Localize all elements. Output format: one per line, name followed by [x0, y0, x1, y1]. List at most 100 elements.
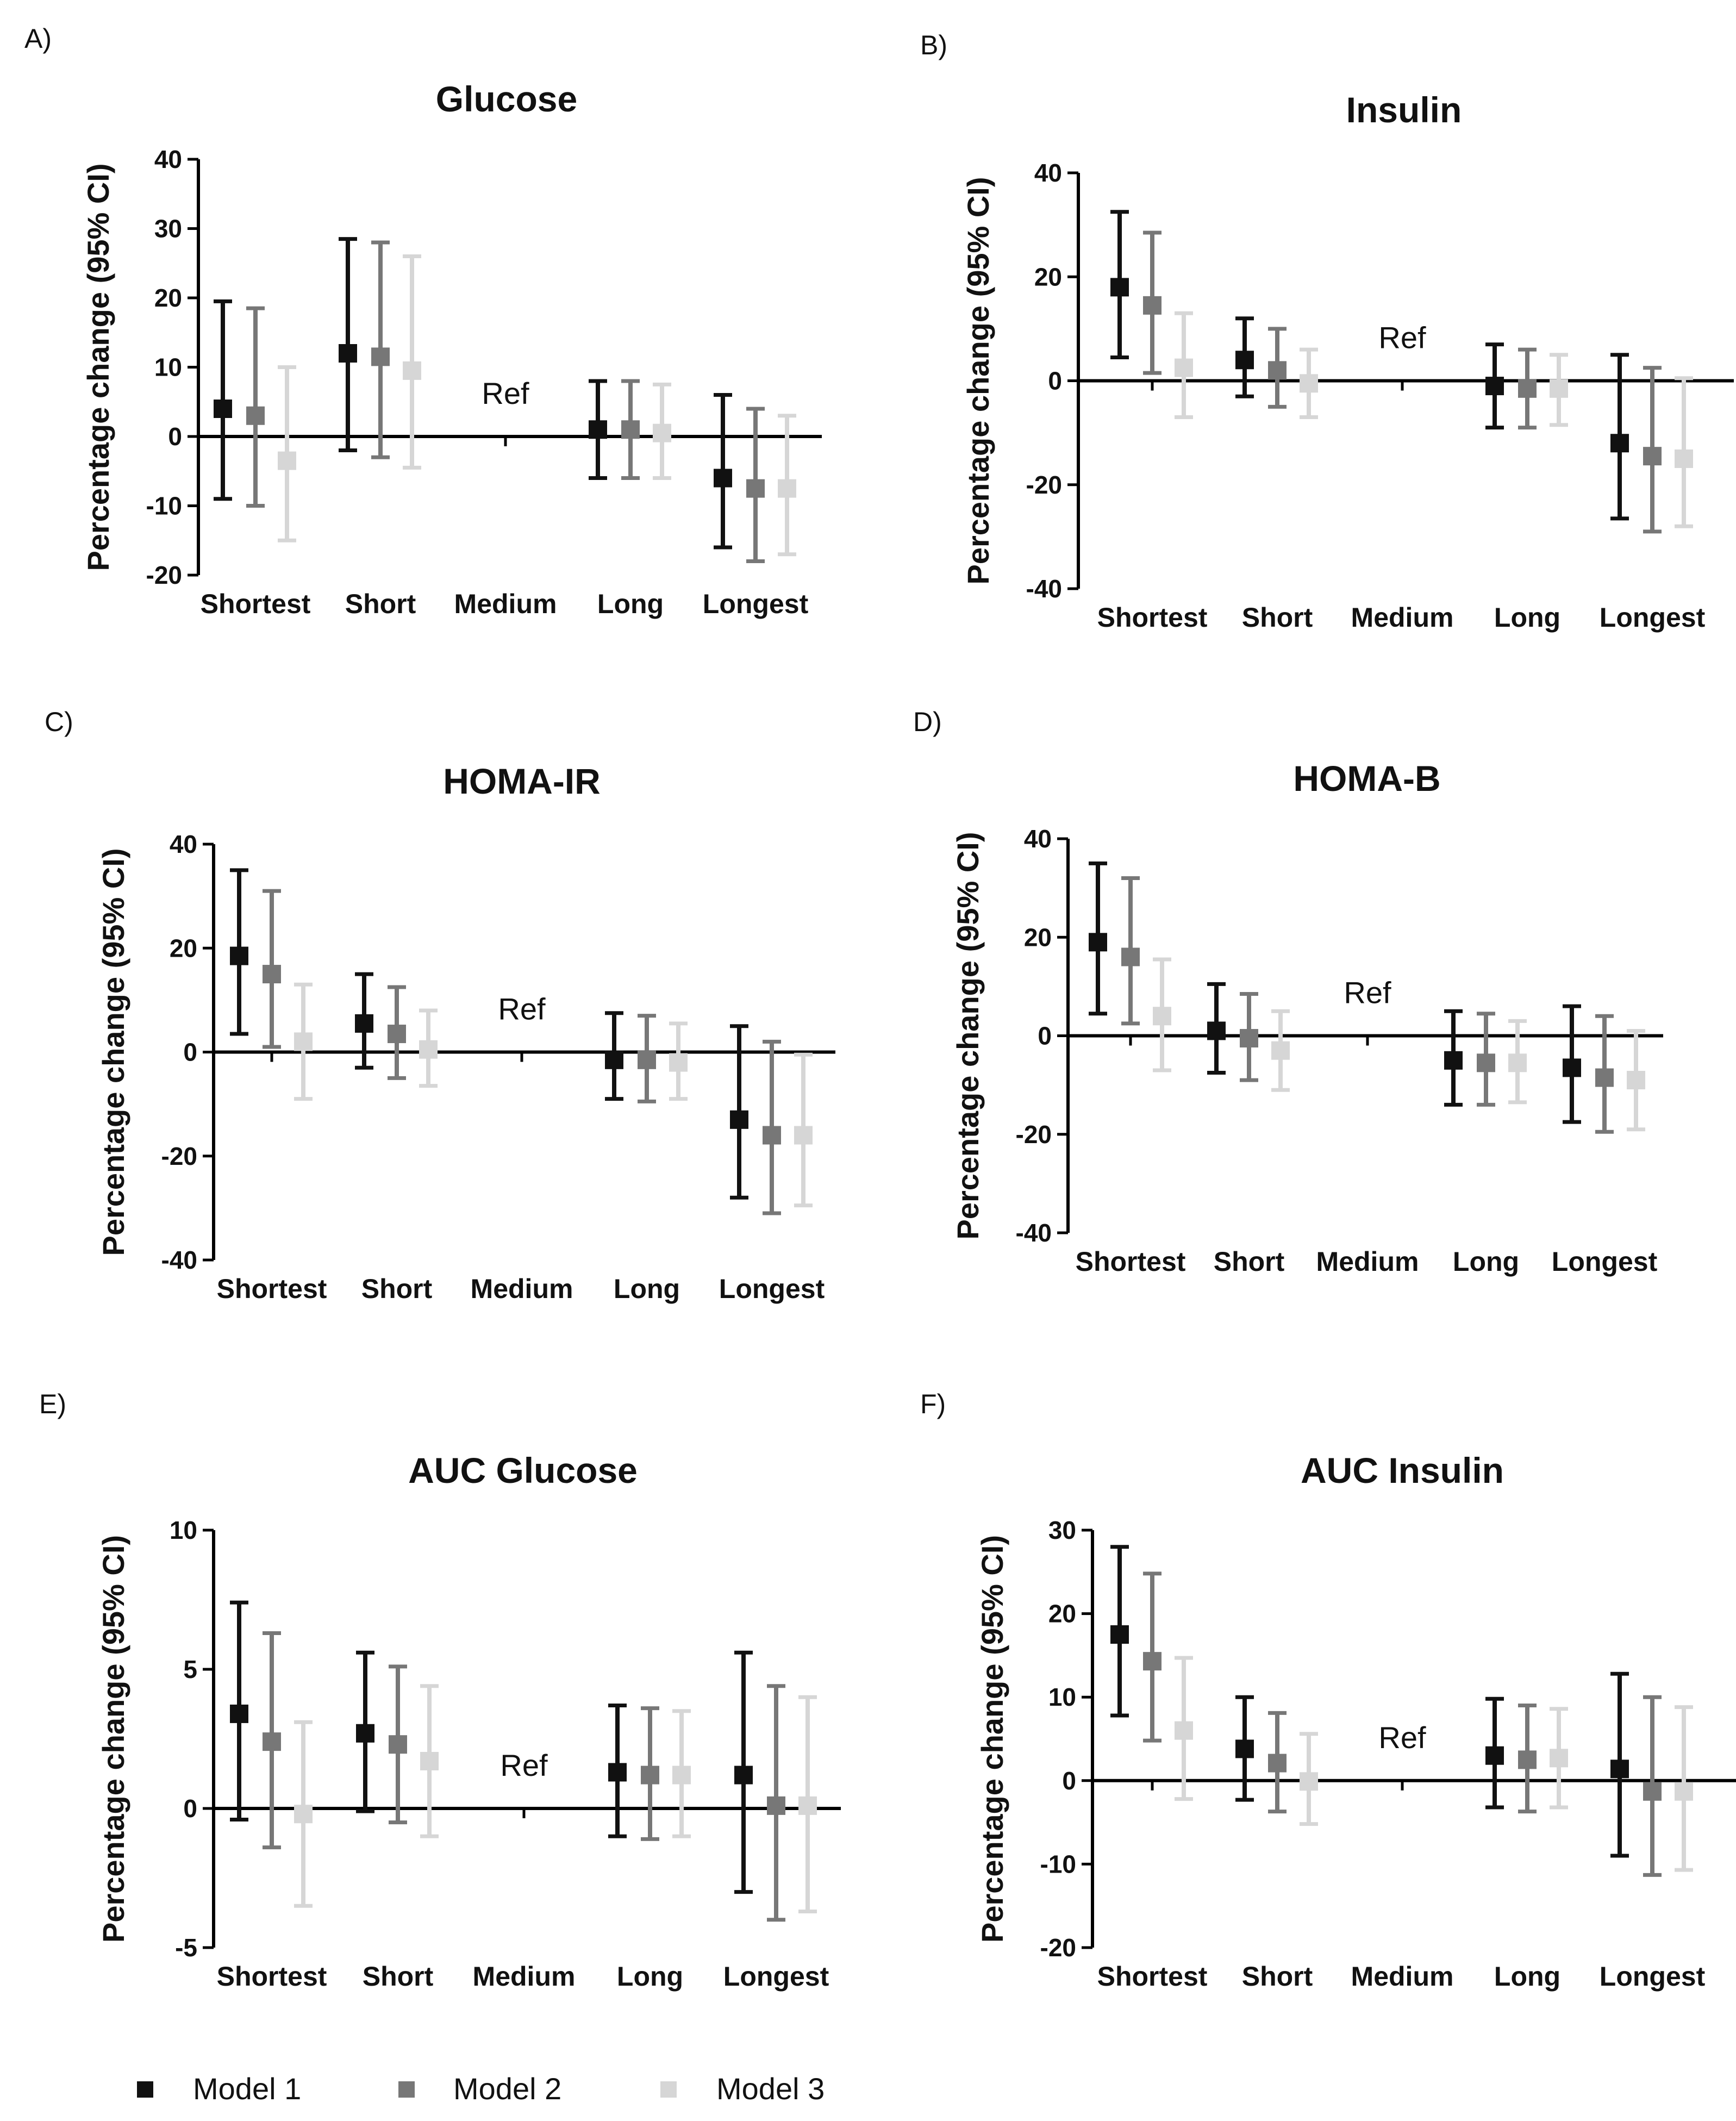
y-tick-label: 0 [1038, 1022, 1052, 1050]
point-model-1-short [355, 1014, 373, 1033]
ref-label: Ref [1344, 976, 1391, 1010]
point-model-2-longest [767, 1796, 785, 1815]
point-model-1-short [339, 344, 357, 363]
y-tick-label: -20 [161, 1142, 197, 1170]
point-model-1-short [1207, 1021, 1226, 1040]
panel-a: A) Glucose Percentage change (95% CI) -20 -1… [24, 23, 822, 619]
point-model-1-long [1485, 377, 1504, 396]
point-model-2-long [1518, 379, 1537, 398]
panel-letter: E) [39, 1389, 66, 1419]
x-category-label: Medium [454, 589, 557, 619]
point-model-3-shortest [1175, 1721, 1193, 1740]
x-category-label: Shortest [1076, 1246, 1186, 1277]
y-tick-label: -10 [146, 492, 182, 520]
y-tick-label: 20 [154, 284, 182, 312]
point-model-2-long [638, 1050, 656, 1069]
y-tick-label: 30 [1048, 1516, 1076, 1544]
point-model-1-shortest [1110, 1625, 1129, 1644]
point-model-3-long [669, 1053, 688, 1072]
point-model-3-shortest [1153, 1007, 1171, 1026]
y-tick-label: 20 [1034, 263, 1062, 291]
y-tick-label: 10 [1048, 1683, 1076, 1711]
panel-d: D) HOMA-B Percentage change (95% CI) -40 -20… [913, 707, 1663, 1277]
point-model-2-shortest [1143, 1652, 1162, 1671]
y-tick-label: -40 [1016, 1219, 1052, 1247]
point-model-2-short [1268, 361, 1287, 380]
y-tick-label: 30 [154, 215, 182, 243]
y-tick-label: -5 [175, 1933, 197, 1962]
point-model-2-shortest [1143, 296, 1162, 315]
point-model-1-long [608, 1763, 627, 1782]
x-category-label: Long [614, 1274, 680, 1304]
y-tick-label: 0 [1062, 1767, 1076, 1795]
point-model-3-shortest [1175, 358, 1193, 377]
point-model-1-longest [1610, 1760, 1629, 1779]
point-model-1-long [605, 1050, 623, 1069]
point-model-3-long [1508, 1053, 1527, 1072]
panel-letter: F) [920, 1389, 946, 1419]
legend-marker-model-3 [660, 2081, 677, 2098]
point-model-1-shortest [1089, 933, 1107, 952]
point-model-1-longest [714, 469, 732, 488]
y-axis-label: Percentage change (95% CI) [975, 1535, 1009, 1943]
x-category-label: Short [1242, 602, 1313, 633]
x-category-label: Long [1494, 602, 1560, 633]
legend-label-model-3: Model 3 [716, 2072, 825, 2106]
y-tick-label: -20 [1026, 471, 1062, 499]
point-model-2-short [1268, 1754, 1287, 1773]
point-model-2-longest [1595, 1068, 1614, 1087]
ref-label: Ref [1378, 321, 1426, 355]
point-model-2-long [641, 1766, 659, 1785]
y-tick-label: -40 [161, 1246, 197, 1274]
point-model-1-short [1235, 351, 1254, 370]
y-tick-label: 10 [154, 353, 182, 382]
point-model-3-longest [1627, 1071, 1645, 1090]
point-model-1-shortest [1110, 278, 1129, 297]
y-tick-label: 20 [1048, 1600, 1076, 1628]
y-tick-label: 0 [183, 1038, 197, 1066]
ref-label: Ref [1378, 1720, 1426, 1755]
point-model-1-shortest [230, 1704, 248, 1723]
point-model-3-longest [794, 1126, 813, 1145]
x-category-label: Short [1242, 1961, 1313, 1992]
y-tick-label: 40 [154, 145, 182, 173]
point-model-2-long [621, 420, 640, 439]
y-tick-label: 0 [183, 1794, 197, 1823]
point-model-3-shortest [294, 1032, 313, 1051]
panel-b: B) Insulin Percentage change (95% CI) -40 -2… [920, 30, 1734, 633]
x-category-label: Medium [1351, 1961, 1454, 1992]
panel-c: C) HOMA-IR Percentage change (95% CI) -40 -2… [45, 707, 835, 1304]
x-category-label: Long [617, 1961, 683, 1992]
x-category-label: Longest [1552, 1246, 1658, 1277]
point-model-2-longest [1643, 1782, 1662, 1801]
x-category-label: Longest [1600, 602, 1706, 633]
point-model-2-longest [1643, 447, 1662, 466]
legend-marker-model-1 [137, 2081, 153, 2098]
x-category-label: Longest [1600, 1961, 1706, 1992]
legend-label-model-2: Model 2 [453, 2072, 561, 2106]
y-tick-label: 20 [1024, 923, 1052, 951]
point-model-3-shortest [294, 1805, 313, 1824]
y-tick-label: -40 [1026, 575, 1062, 603]
x-category-label: Longest [703, 589, 809, 619]
x-category-label: Shortest [1097, 602, 1208, 633]
x-category-label: Long [1494, 1961, 1560, 1992]
chart-title: AUC Glucose [408, 1450, 638, 1490]
y-tick-label: 40 [170, 830, 197, 858]
x-category-label: Longest [723, 1961, 829, 1992]
x-category-label: Medium [1351, 602, 1454, 633]
point-model-2-short [389, 1735, 407, 1754]
y-tick-label: -20 [1040, 1933, 1076, 1962]
point-model-2-shortest [263, 965, 281, 984]
point-model-3-long [1550, 379, 1568, 398]
y-tick-label: 0 [168, 422, 182, 451]
x-category-label: Medium [471, 1274, 573, 1304]
x-category-label: Medium [473, 1961, 576, 1992]
y-tick-label: 40 [1034, 159, 1062, 187]
point-model-2-short [1240, 1029, 1258, 1048]
legend-label-model-1: Model 1 [193, 2072, 301, 2106]
panel-letter: A) [24, 23, 52, 54]
point-model-3-longest [1675, 449, 1693, 468]
point-model-3-longest [798, 1796, 817, 1815]
chart-title: Glucose [436, 79, 577, 119]
